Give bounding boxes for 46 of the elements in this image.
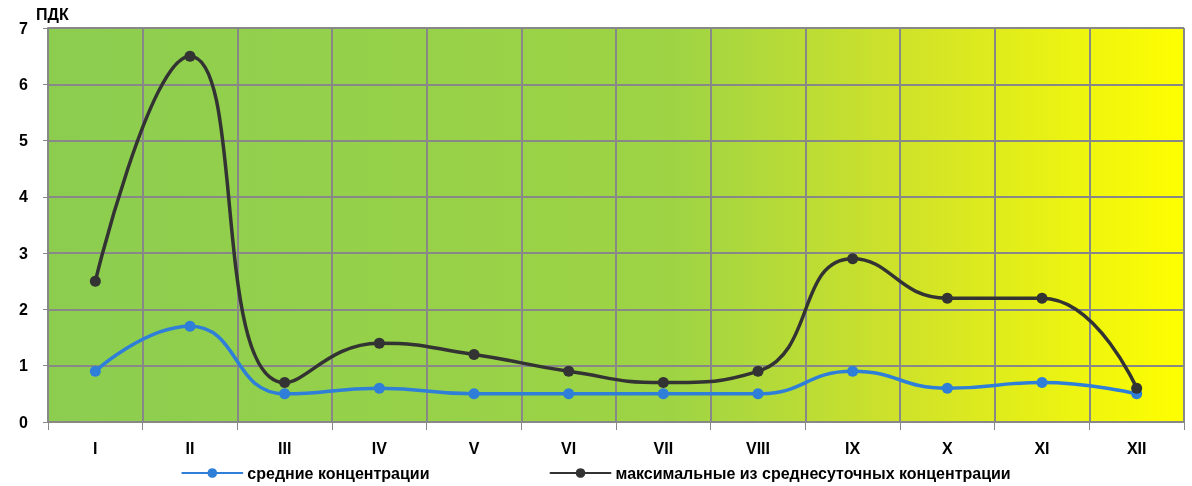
point xyxy=(1036,377,1048,389)
y-tick-label: 7 xyxy=(19,19,29,37)
legend-label: максимальные из среднесуточных концентрации xyxy=(615,464,1011,482)
point xyxy=(373,337,385,349)
x-tick-label: II xyxy=(185,439,195,457)
point xyxy=(89,275,101,287)
point xyxy=(752,365,764,377)
y-tick-label: 3 xyxy=(19,244,29,262)
point xyxy=(941,382,953,394)
point xyxy=(1131,382,1143,394)
y-tick-label: 0 xyxy=(19,413,29,431)
point xyxy=(563,365,575,377)
point xyxy=(657,377,669,389)
point xyxy=(1036,292,1048,304)
x-tick-label: III xyxy=(277,439,292,457)
point xyxy=(184,50,196,62)
point xyxy=(941,292,953,304)
legend-label: средние концентрации xyxy=(247,464,430,482)
point xyxy=(847,253,859,265)
x-tick-label: VI xyxy=(561,439,577,457)
y-axis-title: ПДК xyxy=(36,5,69,23)
y-tick-label: 6 xyxy=(19,75,29,93)
x-tick-label: VII xyxy=(653,439,674,457)
y-tick-label: 1 xyxy=(19,357,29,375)
x-tick-label: VIII xyxy=(745,439,771,457)
point xyxy=(279,377,291,389)
point xyxy=(468,348,480,360)
point xyxy=(563,388,575,400)
x-tick-label: X xyxy=(942,439,953,457)
point xyxy=(279,388,291,400)
x-tick-label: XII xyxy=(1126,439,1147,457)
y-tick-label: 2 xyxy=(19,300,29,318)
x-tick-label: IX xyxy=(845,439,861,457)
x-tick-label: IV xyxy=(371,439,388,457)
point xyxy=(184,320,196,332)
x-tick-label: I xyxy=(93,439,98,457)
point xyxy=(373,382,385,394)
y-tick-label: 4 xyxy=(19,188,29,206)
point xyxy=(89,365,101,377)
point xyxy=(657,388,669,400)
x-tick-label: V xyxy=(468,439,480,457)
point xyxy=(468,388,480,400)
y-tick-label: 5 xyxy=(19,132,29,150)
point xyxy=(752,388,764,400)
x-tick-label: XI xyxy=(1034,439,1050,457)
point xyxy=(847,365,859,377)
